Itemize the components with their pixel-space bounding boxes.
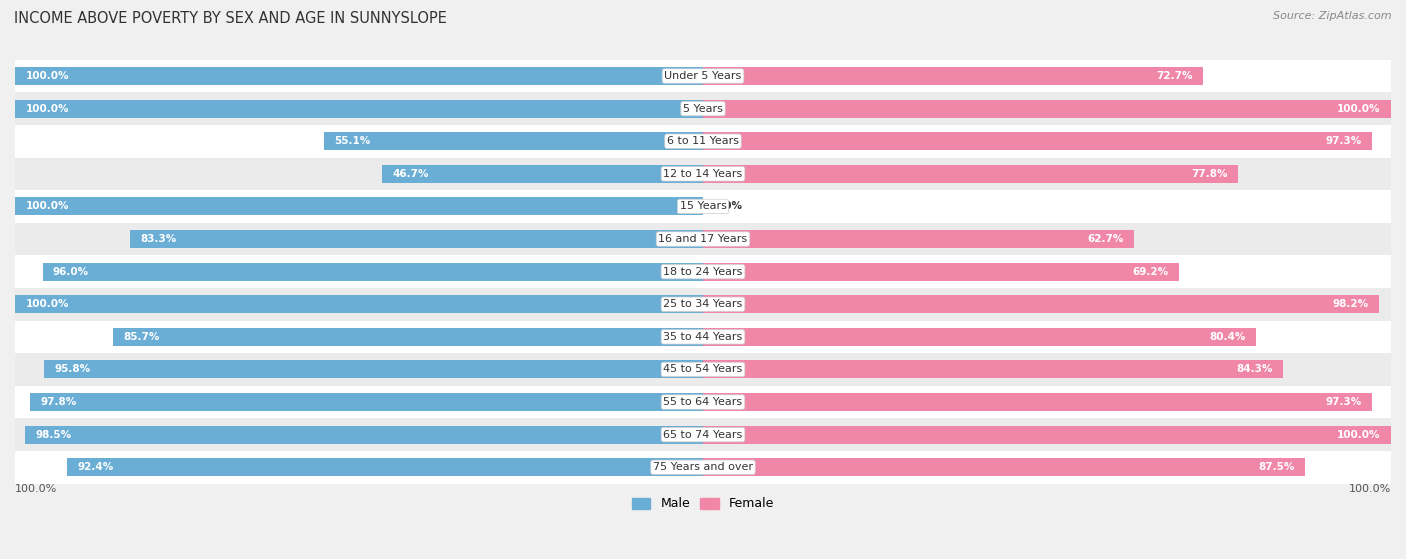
Text: 95.8%: 95.8%: [55, 364, 90, 375]
Text: 100.0%: 100.0%: [25, 103, 69, 113]
Bar: [15, 451, 1391, 484]
Bar: [15, 386, 1391, 418]
Text: 15 Years: 15 Years: [679, 201, 727, 211]
Bar: [15, 222, 1391, 255]
Text: 16 and 17 Years: 16 and 17 Years: [658, 234, 748, 244]
Bar: [25, 426, 703, 444]
Text: 75 Years and over: 75 Years and over: [652, 462, 754, 472]
Bar: [323, 132, 703, 150]
Text: 97.8%: 97.8%: [41, 397, 77, 407]
Bar: [114, 328, 703, 346]
Bar: [15, 92, 1391, 125]
Bar: [15, 295, 703, 313]
Bar: [15, 60, 1391, 92]
Bar: [15, 353, 1391, 386]
Bar: [703, 393, 1372, 411]
Text: 69.2%: 69.2%: [1133, 267, 1168, 277]
Text: Source: ZipAtlas.com: Source: ZipAtlas.com: [1274, 11, 1392, 21]
Bar: [703, 361, 1284, 378]
Text: Under 5 Years: Under 5 Years: [665, 71, 741, 81]
Bar: [129, 230, 703, 248]
Text: 6 to 11 Years: 6 to 11 Years: [666, 136, 740, 146]
Text: 80.4%: 80.4%: [1209, 332, 1246, 342]
Bar: [15, 158, 1391, 190]
Bar: [15, 100, 703, 117]
Text: 35 to 44 Years: 35 to 44 Years: [664, 332, 742, 342]
Legend: Male, Female: Male, Female: [627, 492, 779, 515]
Bar: [15, 190, 1391, 222]
Text: 100.0%: 100.0%: [25, 299, 69, 309]
Bar: [703, 165, 1239, 183]
Text: 97.3%: 97.3%: [1326, 136, 1362, 146]
Text: 65 to 74 Years: 65 to 74 Years: [664, 430, 742, 440]
Text: 100.0%: 100.0%: [25, 71, 69, 81]
Bar: [15, 320, 1391, 353]
Bar: [15, 67, 703, 85]
Bar: [381, 165, 703, 183]
Text: 0.0%: 0.0%: [713, 201, 742, 211]
Text: 83.3%: 83.3%: [141, 234, 177, 244]
Bar: [15, 125, 1391, 158]
Text: 98.5%: 98.5%: [35, 430, 72, 440]
Text: 25 to 34 Years: 25 to 34 Years: [664, 299, 742, 309]
Text: 100.0%: 100.0%: [1348, 484, 1391, 494]
Bar: [42, 263, 703, 281]
Text: 62.7%: 62.7%: [1088, 234, 1123, 244]
Text: 12 to 14 Years: 12 to 14 Years: [664, 169, 742, 179]
Bar: [703, 230, 1135, 248]
Text: 97.3%: 97.3%: [1326, 397, 1362, 407]
Bar: [15, 255, 1391, 288]
Bar: [703, 67, 1204, 85]
Text: 18 to 24 Years: 18 to 24 Years: [664, 267, 742, 277]
Text: 77.8%: 77.8%: [1191, 169, 1227, 179]
Text: 72.7%: 72.7%: [1156, 71, 1192, 81]
Text: 84.3%: 84.3%: [1236, 364, 1272, 375]
Text: 55.1%: 55.1%: [335, 136, 371, 146]
Text: 100.0%: 100.0%: [15, 484, 58, 494]
Bar: [703, 132, 1372, 150]
Bar: [44, 361, 703, 378]
Bar: [703, 458, 1305, 476]
Text: 45 to 54 Years: 45 to 54 Years: [664, 364, 742, 375]
Text: 5 Years: 5 Years: [683, 103, 723, 113]
Bar: [67, 458, 703, 476]
Bar: [703, 295, 1379, 313]
Text: 100.0%: 100.0%: [25, 201, 69, 211]
Bar: [703, 426, 1391, 444]
Bar: [15, 197, 703, 215]
Text: 98.2%: 98.2%: [1331, 299, 1368, 309]
Bar: [703, 100, 1391, 117]
Text: 85.7%: 85.7%: [124, 332, 160, 342]
Text: 100.0%: 100.0%: [1337, 103, 1381, 113]
Bar: [703, 263, 1180, 281]
Text: INCOME ABOVE POVERTY BY SEX AND AGE IN SUNNYSLOPE: INCOME ABOVE POVERTY BY SEX AND AGE IN S…: [14, 11, 447, 26]
Text: 55 to 64 Years: 55 to 64 Years: [664, 397, 742, 407]
Bar: [30, 393, 703, 411]
Bar: [703, 328, 1256, 346]
Text: 46.7%: 46.7%: [392, 169, 429, 179]
Text: 96.0%: 96.0%: [53, 267, 89, 277]
Text: 100.0%: 100.0%: [1337, 430, 1381, 440]
Text: 92.4%: 92.4%: [77, 462, 114, 472]
Text: 87.5%: 87.5%: [1258, 462, 1295, 472]
Bar: [15, 288, 1391, 320]
Bar: [15, 418, 1391, 451]
